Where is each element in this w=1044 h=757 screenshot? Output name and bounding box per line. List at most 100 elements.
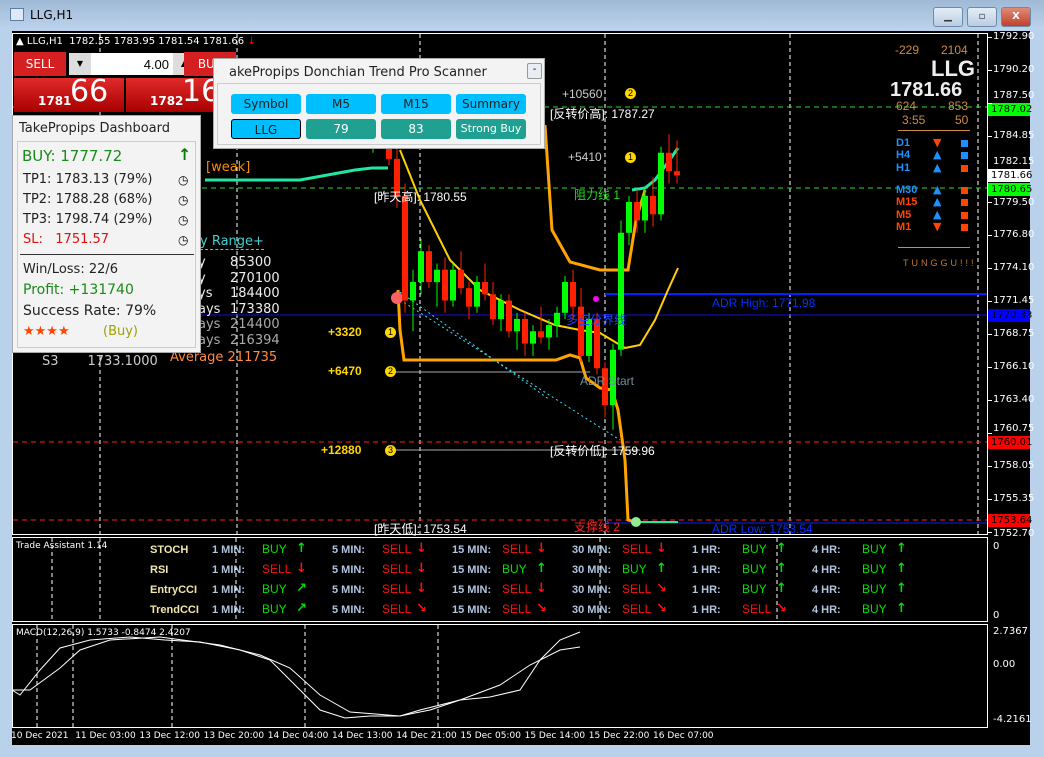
- time-label: 14 Dec 04:00: [267, 731, 329, 741]
- triangle-up-icon: ▲: [933, 160, 942, 174]
- rating-label: (Buy): [103, 324, 138, 339]
- triangle-down-icon: ▼: [933, 219, 942, 233]
- status-square-icon: [961, 164, 968, 172]
- signal-sell: SELL: [382, 542, 412, 556]
- support-marker: [631, 517, 641, 527]
- scanner-symbol-llg[interactable]: LLG: [231, 119, 301, 139]
- candle-body: [426, 251, 432, 283]
- close-button[interactable]: X: [1001, 7, 1031, 27]
- scanner-header-symbol[interactable]: Symbol: [231, 94, 301, 114]
- candle-body: [466, 288, 472, 307]
- maximize-button[interactable]: ▫: [967, 7, 997, 27]
- candle-body: [562, 282, 568, 313]
- scanner-title: akePropips Donchian Trend Pro Scanner: [229, 65, 487, 80]
- signal-buy: BUY: [862, 542, 887, 556]
- profit-label-5410: +5410: [568, 150, 602, 164]
- price-tick-mark: [988, 532, 992, 533]
- adr-low-label: ADR Low: 1753.54: [712, 522, 813, 536]
- range-row-label: ys: [198, 286, 213, 301]
- info-c: 624: [896, 99, 917, 113]
- timeframe-label-m15: M15: [896, 196, 918, 209]
- timeframe-label: 15 MIN:: [452, 604, 492, 616]
- buy-price-big: 1782: [150, 94, 184, 108]
- range-row: y 85300: [198, 255, 280, 271]
- channel-lines: [399, 291, 621, 441]
- volume-input[interactable]: [91, 53, 173, 75]
- price-tick-mark: [988, 70, 992, 71]
- candle-body: [514, 318, 520, 332]
- scanner-header-summary[interactable]: Summary: [456, 94, 526, 114]
- price-tick: 1787.50: [993, 90, 1035, 102]
- timeframe-label: 1 HR:: [692, 584, 721, 596]
- price-tick-mark: [988, 136, 992, 137]
- price-tick: 1760.75: [993, 422, 1035, 434]
- profit-label-12880: +12880: [321, 443, 362, 457]
- price-tick-mark: [988, 433, 992, 434]
- indicator-name-trendcci: TrendCCI: [150, 604, 199, 616]
- moving-average-curve: [399, 149, 679, 350]
- timeframe-label: 1 MIN:: [212, 584, 245, 596]
- scanner-header-m15[interactable]: M15: [381, 94, 451, 114]
- candle-body: [442, 269, 448, 301]
- scanner-m15-value: 83: [381, 119, 451, 139]
- timeframe-label: 15 MIN:: [452, 544, 492, 556]
- candle-body: [626, 201, 632, 233]
- price-tick: 1779.50: [993, 197, 1035, 209]
- time-label: 15 Dec 05:00: [460, 731, 521, 741]
- info-d: 853: [948, 99, 969, 113]
- timeframe-label: 15 MIN:: [452, 584, 492, 596]
- timeframe-label: 15 MIN:: [452, 564, 492, 576]
- target-badge-2: 2: [625, 88, 636, 99]
- arrow-down-icon: ↓: [416, 581, 427, 596]
- scanner-panel[interactable]: akePropips Donchian Trend Pro Scanner - …: [213, 58, 545, 149]
- price-tag: 1770.33: [988, 308, 1032, 322]
- timeframe-label: 1 MIN:: [212, 544, 245, 556]
- timeframe-label-h1: H1: [896, 161, 911, 174]
- yesterday-high-label: [昨天高]: 1780.55: [374, 190, 467, 204]
- range-row-value: 214400: [230, 317, 280, 332]
- arrow-up-icon: ↑: [656, 561, 667, 576]
- price-tick: 1766.10: [993, 361, 1035, 372]
- entry-marker: [391, 292, 403, 304]
- candle-body: [610, 349, 616, 406]
- minimize-button[interactable]: ▁: [933, 7, 963, 27]
- signal-buy: BUY: [262, 602, 287, 616]
- time-label: 15 Dec 14:00: [524, 731, 586, 741]
- price-tick-mark: [988, 268, 992, 269]
- timeframe-label: 1 HR:: [692, 604, 721, 616]
- signal-buy: BUY: [742, 562, 767, 576]
- indicator-name-entrycci: EntryCCI: [150, 584, 198, 596]
- info-symbol: LLG: [931, 56, 975, 81]
- price-tick-mark: [988, 466, 992, 467]
- one-click-trading-panel: SELL ▼ ▲ BUY 1781 66 1782 16: [14, 52, 236, 112]
- timeframe-label: 5 MIN:: [332, 544, 365, 556]
- candle-body: [410, 282, 416, 301]
- clock-icon: ◷: [178, 213, 189, 227]
- sl-label: SL:: [23, 232, 43, 247]
- period-separators: [36, 34, 979, 727]
- dashboard-panel[interactable]: TakePropips Dashboard BUY: 1777.72 ↑ TP1…: [12, 115, 201, 353]
- signal-buy: BUY: [742, 542, 767, 556]
- macd-main-line: [11, 631, 581, 719]
- price-tick-mark: [988, 400, 992, 401]
- timeframe-label: 4 HR:: [812, 604, 841, 616]
- arrow-down-icon: ↓: [416, 561, 427, 576]
- sell-button[interactable]: SELL: [14, 52, 66, 76]
- scanner-minimize-button[interactable]: -: [527, 63, 542, 79]
- volume-decrease-button[interactable]: ▼: [69, 53, 91, 75]
- price-tick: 1776.80: [993, 229, 1035, 240]
- scanner-summary-value: Strong Buy: [456, 119, 526, 139]
- signal-text: BUY: 1777.72: [22, 147, 123, 165]
- range-row-label: ays: [198, 301, 221, 317]
- candle-body: [482, 282, 488, 295]
- scanner-header-m5[interactable]: M5: [306, 94, 376, 114]
- rating-stars: ★★★★: [23, 324, 70, 339]
- sell-price-button[interactable]: 1781 66: [14, 74, 124, 112]
- signal-buy: BUY: [262, 542, 287, 556]
- macd-axis-zero: 0.00: [993, 659, 1016, 670]
- triangle-up-icon: ▲: [933, 207, 942, 221]
- price-tick-mark: [988, 37, 992, 38]
- price-tag: 1781.66: [988, 169, 1032, 183]
- signal-sell: SELL: [502, 582, 532, 596]
